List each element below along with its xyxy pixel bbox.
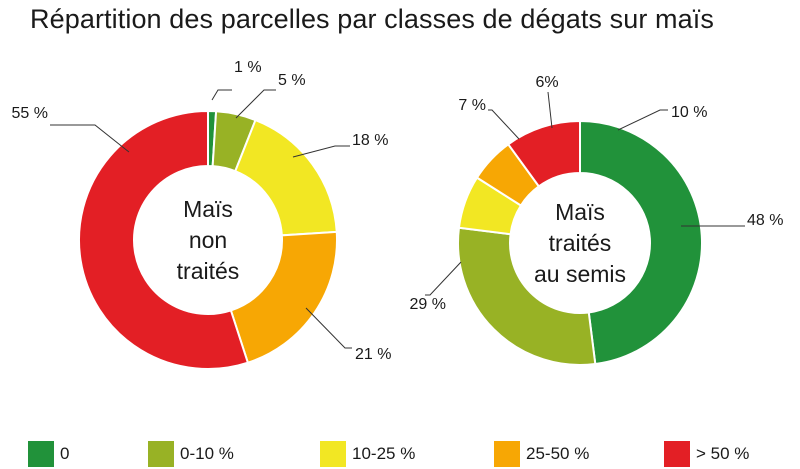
legend-item-0-10: 0-10 % bbox=[148, 441, 234, 467]
legend-swatch-25-50 bbox=[494, 441, 520, 467]
donut-0-value-label-0: 1 % bbox=[234, 59, 262, 76]
legend-label-0: 0 bbox=[60, 444, 70, 463]
donut-chart-untreated: 1 % 5 % 18 % 21 % 55 % Maïs non traités bbox=[12, 59, 391, 370]
donut-1-center-label-1: traités bbox=[549, 230, 612, 256]
donut-1-value-label-2: 7 % bbox=[458, 97, 486, 114]
legend-label-25-50: 25-50 % bbox=[526, 444, 590, 463]
legend-label-0-10: 0-10 % bbox=[180, 444, 234, 463]
donut-1-value-label-0: 48 % bbox=[747, 212, 783, 229]
donut-1-slice-1 bbox=[457, 226, 597, 366]
legend-item-0: 0 bbox=[28, 441, 69, 467]
donut-1-slice-4 bbox=[506, 119, 581, 188]
donut-0-value-label-4: 55 % bbox=[12, 105, 48, 122]
donut-1-slice-0 bbox=[579, 119, 703, 366]
donut-1-value-label-4: 10 % bbox=[671, 104, 707, 121]
legend: 0 0-10 % 10-25 % 25-50 % > 50 % bbox=[28, 441, 788, 467]
donut-0-leader-4 bbox=[50, 124, 130, 153]
legend-swatch-0 bbox=[28, 441, 54, 467]
donut-0-leader-0 bbox=[211, 89, 232, 101]
legend-swatch-over-50 bbox=[664, 441, 690, 467]
donut-0-leader-1 bbox=[235, 89, 276, 119]
donut-0-center-label-0: Maïs bbox=[183, 196, 233, 222]
donut-0-slice-2 bbox=[233, 118, 338, 237]
donut-0-leader-3 bbox=[305, 307, 352, 349]
donut-0-value-label-1: 5 % bbox=[278, 72, 306, 89]
donut-0-center-label-1: non bbox=[189, 227, 227, 253]
donut-0-center-label-2: traités bbox=[177, 258, 240, 284]
donut-0-slice-3 bbox=[229, 230, 338, 364]
donut-0-value-label-2: 18 % bbox=[352, 132, 388, 149]
legend-item-25-50: 25-50 % bbox=[494, 441, 589, 467]
donut-chart-treated: 48 % 29 % 7 % 6% 10 % Maïs traités au semis bbox=[410, 74, 783, 366]
donut-0-slice-4 bbox=[78, 109, 250, 370]
legend-swatch-0-10 bbox=[148, 441, 174, 467]
donut-1-center-label-2: au semis bbox=[534, 261, 626, 287]
legend-label-10-25: 10-25 % bbox=[352, 444, 416, 463]
donut-1-center-label-0: Maïs bbox=[555, 199, 605, 225]
legend-swatch-10-25 bbox=[320, 441, 346, 467]
donut-1-value-label-3: 6% bbox=[535, 74, 558, 91]
donut-1-leader-1 bbox=[425, 261, 462, 296]
legend-label-over-50: > 50 % bbox=[696, 444, 750, 463]
donut-1-value-label-1: 29 % bbox=[410, 296, 446, 313]
donut-0-value-label-3: 21 % bbox=[355, 346, 391, 363]
donut-1-leader-2 bbox=[488, 109, 520, 140]
donut-1-leader-4 bbox=[617, 109, 668, 131]
chart-title: Répartition des parcelles par classes de… bbox=[30, 4, 714, 34]
donut-0-leader-2 bbox=[292, 145, 350, 158]
legend-item-over-50: > 50 % bbox=[664, 441, 749, 467]
donut-1-leader-3 bbox=[547, 91, 553, 129]
legend-item-10-25: 10-25 % bbox=[320, 441, 415, 467]
